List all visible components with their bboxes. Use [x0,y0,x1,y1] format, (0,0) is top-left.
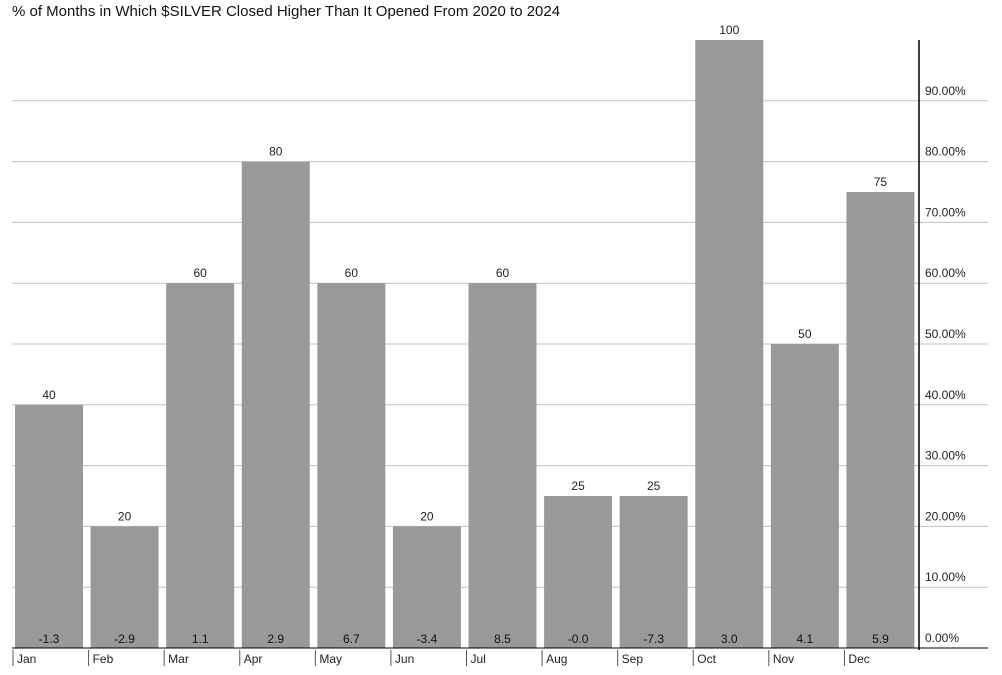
y-tick-label: 0.00% [925,631,959,645]
x-tick-label: Feb [93,652,114,666]
y-tick-label: 50.00% [925,327,966,341]
bar-secondary-label: -2.9 [114,632,135,646]
bar-value-label: 20 [118,509,132,523]
bar-secondary-label: 1.1 [192,632,209,646]
bar-value-label: 75 [874,175,888,189]
bar-secondary-label: -3.4 [417,632,438,646]
bar [317,283,386,648]
bar [90,526,159,648]
y-tick-label: 40.00% [925,388,966,402]
y-tick-label: 60.00% [925,266,966,280]
x-tick-label: Nov [773,652,794,666]
y-tick-label: 30.00% [925,449,966,463]
bar-value-label: 40 [42,388,56,402]
bars: 40 -1.3 20 -2.9 60 1.1 80 2.9 60 6.7 20 -3.4 60 8.5 25… [15,23,915,648]
bar-value-label: 25 [571,479,585,493]
x-tick-label: Jun [395,652,414,666]
x-tick-label: Apr [244,652,263,666]
bar [15,404,83,648]
bar-secondary-label: 6.7 [343,632,360,646]
bar-secondary-label: 5.9 [872,632,889,646]
bar [544,496,613,648]
bar-value-label: 20 [420,509,434,523]
x-tick-label: Mar [168,652,189,666]
bar [468,283,537,648]
bar [166,283,235,648]
bar [392,526,461,648]
bar-secondary-label: 4.1 [796,632,813,646]
bar-secondary-label: 2.9 [267,632,284,646]
x-tick-label: Jul [471,652,486,666]
bar-value-label: 100 [719,23,739,37]
y-tick-label: 70.00% [925,205,966,219]
bar-value-label: 25 [647,479,661,493]
y-tick-label: 10.00% [925,570,966,584]
x-tick-label: Oct [697,652,716,666]
bar [695,40,764,648]
bar-secondary-label: 8.5 [494,632,511,646]
bar-value-label: 60 [496,266,510,280]
bar-value-label: 60 [345,266,359,280]
bar-secondary-label: -0.0 [568,632,589,646]
x-tick-label: Dec [848,652,869,666]
bar [846,192,915,648]
bar-secondary-label: -7.3 [643,632,664,646]
y-tick-label: 20.00% [925,509,966,523]
bar-secondary-label: -1.3 [39,632,60,646]
y-tick-label: 80.00% [925,145,966,159]
bar-value-label: 60 [193,266,207,280]
bar [241,161,310,648]
bar [619,496,688,648]
chart-title: % of Months in Which $SILVER Closed High… [12,3,561,20]
x-tick-label: May [319,652,342,666]
y-tick-label: 90.00% [925,84,966,98]
bar-secondary-label: 3.0 [721,632,738,646]
x-tick-label: Jan [17,652,36,666]
x-tick-label: Sep [622,652,644,666]
bar-value-label: 50 [798,327,812,341]
axes: 0.00% 10.00% 20.00% 30.00% 40.00% 50.00% 60.00… [12,40,988,666]
x-tick-label: Aug [546,652,567,666]
bar [770,344,839,648]
bar-value-label: 80 [269,145,283,159]
